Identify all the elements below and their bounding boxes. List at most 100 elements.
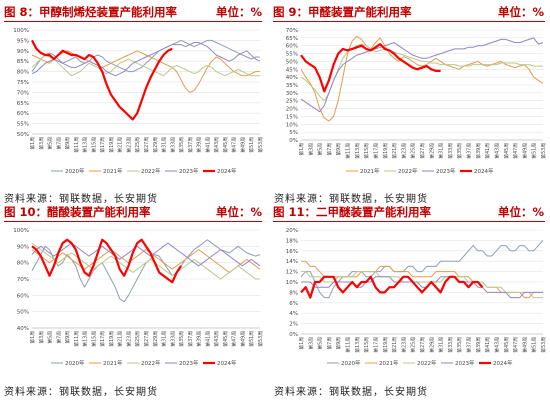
y-tick-label: 2% [289, 322, 298, 328]
panel-unit: 单位：% [497, 5, 544, 19]
x-tick-label: 第3周 [307, 337, 314, 350]
x-tick-label: 第37周 [187, 331, 194, 347]
x-tick-label: 第49周 [239, 137, 246, 153]
x-tick-label: 第35周 [178, 331, 185, 347]
chart: 70% 65% 60% 55%50% 45% 40% 35% 30% 25% 20%15% 10% 5… [286, 28, 547, 175]
legend-label: 2023年 [455, 359, 475, 367]
x-tick-label: 第41周 [484, 337, 491, 353]
x-tick-label: 第35周 [178, 137, 185, 153]
x-tick-label: 第31周 [438, 143, 445, 159]
x-tick-label: 第25周 [410, 143, 417, 159]
y-tick-label: 18% [286, 238, 298, 244]
x-tick-label: 第7周 [55, 137, 62, 150]
y-tick-label: 40% [286, 75, 298, 81]
x-tick-label: 第29周 [152, 331, 159, 347]
x-tick-label: 第9周 [64, 331, 71, 344]
y-tick-label: 5% [289, 130, 298, 136]
x-tick-label: 第53周 [257, 331, 264, 347]
panel-title: 图 9：甲醛装置产能利用率 [273, 5, 412, 19]
y-tick-label: 20% [286, 228, 298, 234]
x-tick-label: 第11周 [345, 143, 352, 159]
source-note: 资料来源：钢联数据，长安期货 [4, 194, 158, 205]
series-line [300, 35, 544, 122]
x-tick-label: 第9周 [335, 143, 342, 156]
x-tick-label: 第33周 [169, 137, 176, 153]
y-tick-label: 20% [286, 107, 298, 113]
x-tick-label: 第25周 [134, 137, 141, 153]
y-tick-label: 10% [286, 280, 298, 286]
y-tick-label: 10% [286, 122, 298, 128]
x-tick-label: 第49周 [239, 331, 246, 347]
legend-label: 2024年 [474, 167, 494, 175]
title-underline [273, 21, 545, 22]
x-tick-label: 第7周 [55, 331, 62, 344]
x-tick-label: 第27周 [419, 337, 426, 353]
x-tick-label: 第19周 [382, 337, 389, 353]
x-tick-label: 第39周 [196, 331, 203, 347]
x-tick-label: 第13周 [354, 143, 361, 159]
x-tick-label: 第3周 [38, 331, 45, 344]
x-tick-label: 第23周 [125, 331, 132, 347]
series-line [31, 238, 183, 284]
y-tick-label: 70% [17, 90, 29, 96]
y-tick-label: 80% [17, 70, 29, 76]
x-tick-label: 第51周 [531, 143, 538, 159]
series-line [300, 43, 441, 93]
source-note: 资料来源：钢联数据，长安期货 [4, 387, 158, 398]
series-line [301, 271, 543, 299]
series-line [31, 242, 260, 280]
x-tick-label: 第49周 [521, 337, 528, 353]
x-tick-label: 第45周 [222, 331, 229, 347]
y-tick-label: 30% [286, 91, 298, 97]
x-tick-label: 第47周 [512, 337, 519, 353]
y-tick-label: 0% [289, 138, 298, 144]
x-tick-label: 第23周 [400, 337, 407, 353]
x-tick-label: 第21周 [391, 143, 398, 159]
x-tick-label: 第1周 [29, 331, 36, 344]
x-tick-label: 第33周 [169, 331, 176, 347]
x-tick-label: 第5周 [317, 337, 324, 350]
x-tick-label: 第41周 [204, 331, 211, 347]
series-line [31, 50, 260, 93]
y-tick-label: 70% [17, 277, 29, 283]
y-tick-label: 55% [286, 52, 298, 58]
panel-title: 图 8：甲醇制烯烃装置产能利用率 [4, 5, 178, 19]
legend-label: 2023年 [179, 359, 199, 367]
legend-label: 2022年 [398, 167, 418, 175]
x-tick-label: 第51周 [248, 331, 255, 347]
x-tick-label: 第31周 [161, 137, 168, 153]
x-tick-label: 第21周 [391, 337, 398, 353]
x-tick-label: 第21周 [117, 137, 124, 153]
x-tick-label: 第15周 [90, 331, 97, 347]
x-tick-label: 第29周 [152, 137, 159, 153]
x-tick-label: 第43周 [213, 331, 220, 347]
legend-label: 2021年 [103, 167, 123, 175]
y-tick-label: 35% [286, 83, 298, 89]
y-tick-label: 60% [17, 293, 29, 299]
x-tick-label: 第1周 [298, 337, 305, 350]
series-line [31, 39, 173, 121]
x-tick-label: 第11周 [345, 337, 352, 353]
x-tick-label: 第25周 [410, 337, 417, 353]
x-tick-label: 第23周 [125, 137, 132, 153]
x-tick-label: 第3周 [38, 137, 45, 150]
x-tick-label: 第53周 [257, 137, 264, 153]
y-tick-label: 90% [17, 244, 29, 250]
legend-label: 2024年 [217, 167, 237, 175]
legend-label: 2024年 [217, 359, 237, 367]
y-tick-label: 65% [286, 36, 298, 42]
x-tick-label: 第1周 [29, 137, 36, 150]
x-tick-label: 第5周 [47, 331, 54, 344]
legend-label: 2022年 [417, 359, 437, 367]
source-note: 资料来源：钢联数据，长安期货 [274, 194, 428, 205]
x-tick-label: 第27周 [143, 137, 150, 153]
x-tick-label: 第13周 [82, 331, 89, 347]
series-line [31, 54, 260, 77]
y-tick-label: 45% [286, 67, 298, 73]
series-line [31, 39, 260, 73]
x-tick-label: 第3周 [307, 143, 314, 156]
x-tick-label: 第9周 [64, 137, 71, 150]
x-tick-label: 第47周 [512, 143, 519, 159]
x-tick-label: 第13周 [354, 337, 361, 353]
panel-unit: 单位：% [215, 5, 262, 19]
